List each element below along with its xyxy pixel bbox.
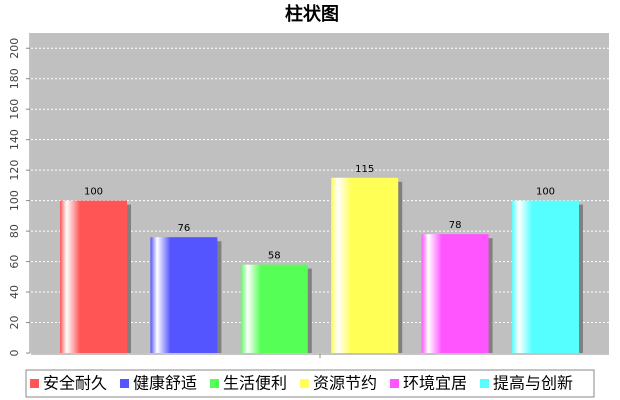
value-label: 58 [268, 251, 281, 262]
legend-label: 健康舒适 [133, 374, 197, 393]
legend-swatch [390, 379, 399, 388]
y-tick-label: 200 [8, 38, 21, 59]
bar [150, 237, 218, 353]
y-tick-label: 140 [8, 129, 21, 150]
value-label: 78 [449, 220, 462, 231]
legend-swatch [30, 379, 39, 388]
legend-swatch [210, 379, 219, 388]
bar [331, 177, 399, 353]
y-tick-label: 0 [8, 350, 21, 357]
y-tick-label: 100 [8, 190, 21, 211]
legend-swatch [120, 379, 129, 388]
legend-label: 生活便利 [223, 374, 287, 393]
chart-title: 柱状图 [285, 3, 339, 25]
y-tick-label: 120 [8, 160, 21, 181]
value-label: 115 [355, 164, 374, 175]
y-tick-label: 80 [8, 224, 21, 238]
y-tick-label: 160 [8, 99, 21, 120]
bar [421, 234, 489, 353]
legend-swatch [300, 379, 309, 388]
y-tick-label: 20 [8, 316, 21, 330]
legend-label: 安全耐久 [43, 374, 107, 393]
legend-label: 资源节约 [313, 374, 377, 393]
value-label: 100 [84, 187, 103, 198]
bar [240, 264, 308, 353]
bar [512, 200, 579, 353]
legend-label: 环境宜居 [403, 374, 467, 393]
y-tick-label: 180 [8, 68, 21, 89]
y-tick-label: 60 [8, 255, 21, 269]
bar [60, 200, 127, 353]
legend-label: 提高与创新 [493, 374, 573, 393]
y-tick-label: 40 [8, 285, 21, 299]
value-label: 76 [178, 223, 191, 234]
value-label: 100 [536, 187, 555, 198]
legend-swatch [480, 379, 489, 388]
